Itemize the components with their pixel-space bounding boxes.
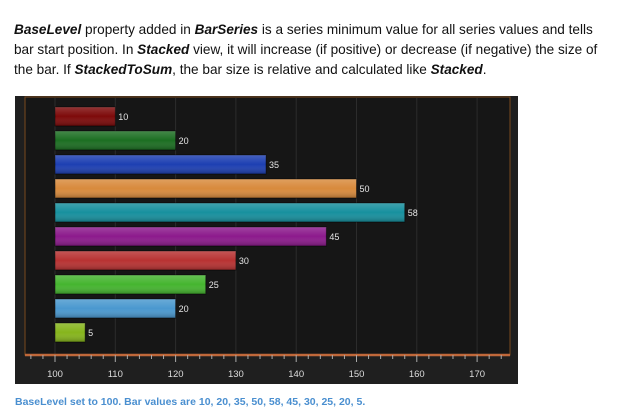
bar-shade [55, 227, 327, 246]
data-label: 25 [209, 280, 219, 290]
x-tick-label: 120 [168, 369, 184, 380]
data-label: 35 [269, 160, 279, 170]
x-tick-label: 100 [47, 369, 63, 380]
emphasized-term: BaseLevel [14, 22, 82, 37]
x-tick-label: 170 [469, 369, 485, 380]
emphasized-term: BarSeries [194, 22, 259, 37]
emphasized-term: StackedToSum [74, 62, 173, 77]
bar-shade [55, 179, 357, 198]
data-label: 50 [360, 184, 370, 194]
bar-shade [55, 203, 405, 222]
bar-shade [55, 131, 176, 150]
data-label: 45 [329, 232, 339, 242]
description-text: view, it will increase (if positive) or … [14, 42, 598, 77]
data-label: 30 [239, 256, 249, 266]
data-label: 20 [179, 136, 189, 146]
data-label: 10 [118, 112, 128, 122]
bar-shade [55, 323, 86, 342]
data-label: 58 [408, 208, 418, 218]
emphasized-term: Stacked [137, 42, 190, 57]
emphasized-term: Stacked [430, 62, 483, 77]
x-tick-label: 140 [288, 369, 304, 380]
bar-shade [55, 155, 267, 174]
x-tick-label: 110 [108, 369, 123, 380]
data-label: 5 [88, 328, 93, 338]
bar-shade [55, 107, 116, 126]
description-text: , the bar size is relative and calculate… [172, 62, 431, 77]
bar-shade [55, 251, 236, 270]
x-tick-label: 160 [409, 369, 425, 380]
bar-shade [55, 299, 176, 318]
bar-chart: 10 20 35 50 58 45 30 25 20 5 100 110 120 130 140 150 16… [15, 96, 518, 384]
data-label: 20 [179, 304, 189, 314]
bar-shade [55, 275, 206, 294]
description-paragraph: BaseLevel property added in BarSeries is… [14, 20, 614, 80]
description-text: is a series minimum value for all series… [14, 22, 593, 57]
description-text: property added in [81, 22, 195, 37]
x-tick-label: 130 [228, 369, 244, 380]
chart-caption: BaseLevel set to 100. Bar values are 10,… [15, 396, 366, 408]
x-tick-label: 150 [349, 369, 365, 380]
description-text: . [482, 62, 487, 77]
